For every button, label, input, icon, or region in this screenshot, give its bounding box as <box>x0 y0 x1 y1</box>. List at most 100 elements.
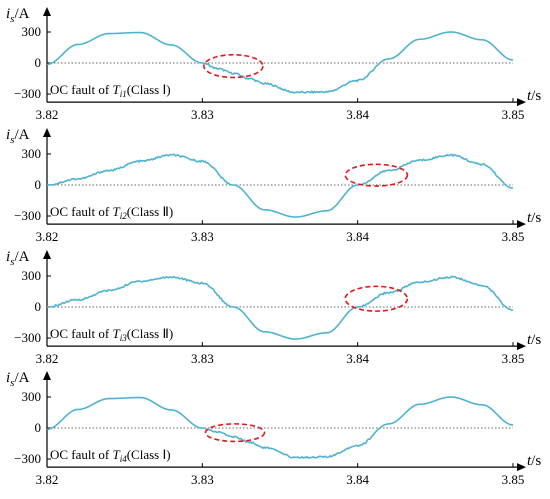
fault-highlight-ellipse <box>204 423 266 443</box>
data-point <box>512 187 514 189</box>
data-point <box>170 276 172 278</box>
x-axis-label: t/s <box>527 210 541 226</box>
data-point <box>450 396 452 398</box>
y-axis-label: is/A <box>6 249 30 268</box>
x-tick-label: 3.85 <box>502 351 525 366</box>
data-point <box>233 306 235 308</box>
data-point <box>202 427 204 429</box>
panel-1: 300 0 −300 3.82 3.83 3.84 3.85 is/A t/s OC fault … <box>6 6 541 122</box>
fault-annotation: OC fault of Ti4(Class Ⅰ) <box>50 447 171 464</box>
y-tick-label: 0 <box>35 55 42 70</box>
y-axis-arrow <box>43 7 51 16</box>
data-point <box>419 159 421 161</box>
data-point <box>108 170 110 172</box>
data-point <box>202 62 204 64</box>
data-point <box>419 281 421 283</box>
y-axis-label: is/A <box>6 6 30 25</box>
y-axis-label: is/A <box>6 370 30 389</box>
data-point <box>481 164 483 166</box>
data-point <box>264 209 266 211</box>
x-tick-label: 3.83 <box>191 229 214 244</box>
x-tick-label: 3.85 <box>502 472 525 487</box>
y-axis-label: is/A <box>6 127 30 146</box>
data-point <box>77 178 79 180</box>
data-point <box>388 423 390 425</box>
data-point <box>46 63 48 65</box>
x-tick-label: 3.84 <box>346 229 369 244</box>
data-point <box>481 404 483 406</box>
data-point <box>512 59 514 61</box>
data-point <box>46 428 48 430</box>
data-point <box>46 306 48 308</box>
data-point <box>139 160 141 162</box>
data-point <box>170 44 172 46</box>
data-point <box>326 210 328 212</box>
data-point <box>512 424 514 426</box>
data-point <box>357 306 359 308</box>
x-tick-label: 3.82 <box>36 472 59 487</box>
fault-highlight-ellipse <box>203 53 264 79</box>
data-point <box>326 456 328 458</box>
data-point <box>108 398 110 400</box>
x-tick-label: 3.83 <box>191 351 214 366</box>
data-point <box>170 409 172 411</box>
data-point <box>295 457 297 459</box>
y-tick-label: −300 <box>14 330 41 345</box>
data-point <box>450 154 452 156</box>
data-point <box>481 39 483 41</box>
panel-3: 300 0 −300 3.82 3.83 3.84 3.85 is/A t/s OC fault … <box>6 249 541 366</box>
data-point <box>357 80 359 82</box>
y-tick-label: −300 <box>14 208 41 223</box>
x-axis-label: t/s <box>527 88 541 104</box>
fault-highlight-ellipse <box>344 163 409 187</box>
data-point <box>77 44 79 46</box>
series-line <box>46 275 514 340</box>
data-point <box>388 292 390 294</box>
fault-highlight-ellipse <box>344 285 409 312</box>
y-axis-arrow <box>43 250 51 259</box>
y-axis-arrow <box>43 128 51 137</box>
data-point <box>77 299 79 301</box>
y-tick-label: 300 <box>22 389 42 404</box>
panel-4: 300 0 −300 3.82 3.83 3.84 3.85 is/A t/s OC fault … <box>6 370 541 487</box>
data-point <box>233 73 235 75</box>
fault-annotation: OC fault of Ti2(Class Ⅱ) <box>50 204 173 221</box>
data-point <box>233 436 235 438</box>
series-line <box>46 396 514 460</box>
x-axis-arrow <box>517 220 526 229</box>
data-point <box>326 332 328 334</box>
data-point <box>419 403 421 405</box>
data-point <box>46 184 48 186</box>
x-tick-label: 3.85 <box>502 107 525 122</box>
data-point <box>248 78 250 80</box>
x-tick-label: 3.84 <box>346 351 369 366</box>
x-tick-label: 3.84 <box>346 472 369 487</box>
y-tick-label: 0 <box>35 299 42 314</box>
x-axis-arrow <box>517 98 526 107</box>
data-point <box>357 445 359 447</box>
data-point <box>77 409 79 411</box>
data-point <box>248 441 250 443</box>
data-point <box>419 38 421 40</box>
x-axis-arrow <box>517 463 526 472</box>
y-tick-label: 0 <box>35 420 42 435</box>
x-axis-arrow <box>517 342 526 351</box>
data-point <box>295 216 297 218</box>
x-axis-label: t/s <box>527 453 541 469</box>
data-point <box>139 32 141 34</box>
panel-2: 300 0 −300 3.82 3.83 3.84 3.85 is/A t/s OC fault … <box>6 127 541 244</box>
x-tick-label: 3.82 <box>36 229 59 244</box>
data-point <box>139 280 141 282</box>
data-point <box>217 68 219 70</box>
y-tick-label: 300 <box>22 268 42 283</box>
x-tick-label: 3.82 <box>36 351 59 366</box>
data-point <box>264 447 266 449</box>
data-point <box>108 290 110 292</box>
y-tick-label: −300 <box>14 451 41 466</box>
x-tick-label: 3.83 <box>191 107 214 122</box>
data-point <box>264 331 266 333</box>
data-point <box>139 397 141 399</box>
data-point <box>388 58 390 60</box>
fault-annotation: OC fault of Ti1(Class Ⅰ) <box>50 82 171 99</box>
